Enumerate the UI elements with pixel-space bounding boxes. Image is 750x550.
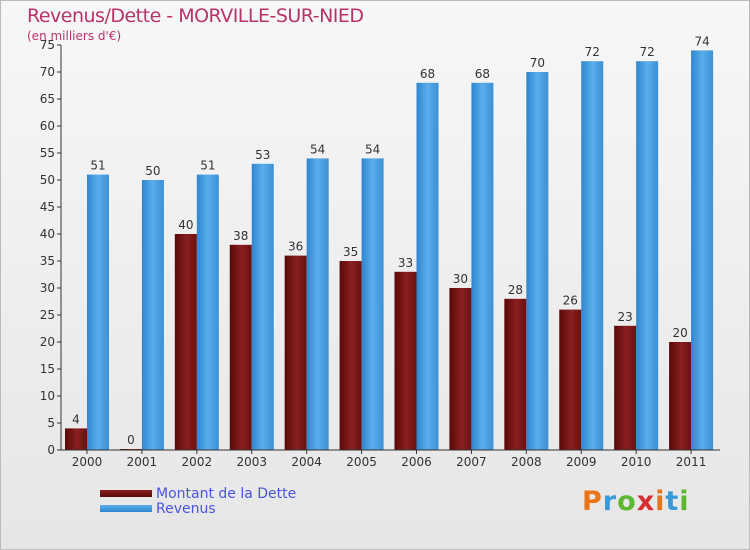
data-label-revenus: 50 [145, 164, 160, 178]
bar-revenus [471, 82, 494, 451]
y-tick-label: 0 [47, 443, 55, 457]
data-label-revenus: 54 [365, 142, 380, 156]
data-label-revenus: 74 [694, 34, 709, 48]
x-tick-label: 2006 [401, 455, 432, 469]
bar-revenus [416, 82, 439, 451]
bar-revenus [636, 61, 659, 450]
bar-dette [339, 261, 362, 450]
x-tick-label: 2003 [236, 455, 267, 469]
x-tick-label: 2002 [182, 455, 213, 469]
logo-letter: P [582, 486, 603, 517]
logo-letter: i [655, 486, 666, 517]
y-tick-label: 35 [40, 254, 55, 268]
x-tick-label: 2001 [127, 455, 158, 469]
y-tick-label: 5 [47, 416, 55, 430]
data-label-dette: 0 [127, 433, 135, 447]
bar-dette [394, 271, 417, 450]
y-tick-label: 10 [40, 389, 55, 403]
data-label-dette: 35 [343, 245, 358, 259]
bar-revenus [141, 180, 164, 450]
x-tick-label: 2008 [511, 455, 542, 469]
chart-subtitle: (en milliers d'€) [27, 29, 122, 43]
legend-item-dette: Montant de la Dette [100, 485, 297, 502]
bar-revenus [361, 158, 384, 450]
data-label-dette: 20 [672, 326, 687, 340]
logo-letter: i [679, 486, 690, 517]
y-tick-label: 75 [40, 38, 55, 52]
bar-dette [65, 428, 87, 450]
bar-revenus [306, 158, 329, 450]
bar-dette [504, 298, 527, 450]
y-tick-label: 25 [40, 308, 55, 322]
x-tick-label: 2010 [621, 455, 652, 469]
data-label-dette: 33 [398, 256, 413, 270]
data-label-revenus: 68 [475, 67, 490, 81]
bar-revenus [581, 61, 604, 450]
legend-item-revenus: Revenus [100, 500, 296, 517]
y-tick-label: 60 [40, 119, 55, 133]
chart-title: Revenus/Dette - MORVILLE-SUR-NIED [27, 5, 364, 27]
y-tick-label: 55 [40, 146, 55, 160]
data-label-dette: 23 [618, 310, 633, 324]
bar-revenus [87, 174, 109, 450]
data-label-dette: 4 [72, 412, 80, 426]
bar-dette [559, 309, 582, 450]
bar-dette [284, 255, 307, 450]
legend: Montant de la Dette Revenus [100, 485, 297, 517]
y-tick-label: 70 [40, 65, 55, 79]
data-label-revenus: 53 [255, 148, 270, 162]
data-label-dette: 38 [233, 229, 248, 243]
logo-letter: t [665, 486, 680, 517]
legend-label-revenus: Revenus [156, 500, 216, 517]
y-tick-label: 15 [40, 362, 55, 376]
logo-letter: o [617, 486, 637, 517]
data-label-revenus: 54 [310, 142, 325, 156]
y-tick-label: 65 [40, 92, 55, 106]
data-label-dette: 28 [508, 283, 523, 297]
logo-letter: r [602, 486, 618, 517]
bar-dette [449, 288, 472, 450]
legend-label-dette: Montant de la Dette [156, 485, 297, 502]
bar-dette [669, 342, 692, 450]
bar-revenus [526, 72, 549, 450]
data-label-revenus: 68 [420, 67, 435, 81]
logo-letter: x [636, 486, 656, 517]
y-tick-label: 50 [40, 173, 55, 187]
data-label-dette: 40 [178, 218, 193, 232]
bar-dette [229, 244, 252, 450]
y-tick-label: 20 [40, 335, 55, 349]
x-tick-label: 2004 [291, 455, 322, 469]
x-tick-label: 2000 [72, 455, 103, 469]
bar-revenus [196, 174, 219, 450]
data-label-revenus: 51 [90, 159, 105, 173]
y-tick-label: 40 [40, 227, 55, 241]
x-tick-label: 2007 [456, 455, 487, 469]
data-label-revenus: 72 [640, 45, 655, 59]
bar-dette [174, 234, 197, 450]
x-tick-label: 2005 [346, 455, 377, 469]
y-tick-label: 45 [40, 200, 55, 214]
data-label-revenus: 51 [200, 159, 215, 173]
proxiti-logo: Proxiti [582, 486, 690, 517]
data-label-revenus: 70 [530, 56, 545, 70]
bar-dette [614, 325, 637, 450]
x-tick-label: 2011 [676, 455, 707, 469]
data-label-dette: 30 [453, 272, 468, 286]
data-label-revenus: 72 [585, 45, 600, 59]
x-tick-label: 2009 [566, 455, 597, 469]
data-label-dette: 36 [288, 240, 303, 254]
bar-revenus [691, 50, 714, 451]
y-tick-label: 30 [40, 281, 55, 295]
bar-revenus [251, 163, 274, 451]
data-label-dette: 26 [563, 294, 578, 308]
legend-swatch-dette [100, 490, 152, 497]
legend-swatch-revenus [100, 505, 152, 512]
